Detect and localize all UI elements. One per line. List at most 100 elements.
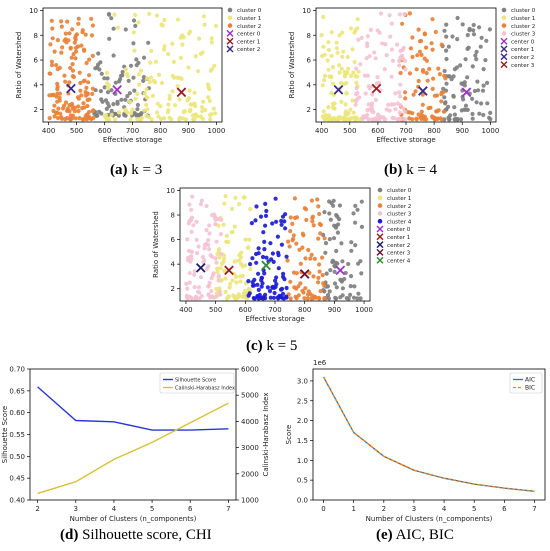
scatter-point-cluster-3	[219, 252, 224, 257]
scatter-point-cluster-3	[206, 247, 212, 252]
scatter-point-cluster-3	[388, 34, 393, 39]
scatter-point-cluster-0	[337, 217, 342, 222]
scatter-point-cluster-1	[144, 102, 149, 107]
scatter-point-cluster-1	[326, 40, 331, 45]
scatter-point-cluster-1	[142, 91, 147, 96]
scatter-point-cluster-3	[365, 108, 370, 113]
scatter-point-cluster-1	[155, 101, 160, 106]
scatter-point-cluster-2	[426, 106, 431, 111]
scatter-point-cluster-1	[228, 281, 233, 287]
scatter-point-cluster-3	[195, 251, 200, 256]
x-tick-label: 6	[188, 505, 193, 513]
scatter-point-cluster-0	[96, 51, 101, 56]
scatter-point-cluster-1	[162, 47, 167, 52]
scatter-point-cluster-2	[298, 261, 303, 266]
scatter-point-cluster-0	[337, 203, 342, 208]
scatter-point-cluster-1	[147, 11, 152, 16]
scatter-point-cluster-0	[349, 240, 354, 245]
scatter-point-cluster-4	[273, 196, 278, 201]
x-axis-label: Number of Clusters (n_components)	[70, 515, 197, 523]
scatter-point-cluster-2	[424, 45, 429, 50]
scatter-point-cluster-4	[258, 295, 263, 301]
scatter-point-cluster-0	[331, 203, 336, 208]
scatter-point-cluster-1	[337, 63, 342, 68]
scatter-point-cluster-2	[316, 275, 321, 280]
scatter-point-cluster-4	[268, 241, 273, 246]
legend-center-swatch	[500, 53, 508, 61]
legend-cluster-swatch	[377, 187, 383, 193]
scatter-point-cluster-3	[372, 50, 377, 55]
scatter-point-cluster-4	[276, 253, 281, 258]
scatter-point-cluster-0	[442, 68, 447, 74]
scatter-point-cluster-0	[454, 65, 459, 70]
scatter-point-cluster-1	[325, 58, 330, 63]
scatter-point-cluster-1	[190, 113, 195, 118]
scatter-point-cluster-1	[128, 117, 133, 122]
scatter-point-cluster-1	[129, 111, 134, 116]
scatter-point-cluster-0	[111, 26, 116, 31]
scatter-point-cluster-0	[134, 63, 139, 68]
scatter-point-cluster-2	[425, 78, 430, 83]
scatter-point-cluster-3	[206, 292, 211, 297]
scatter-chart-k5: 400 500 600 700 800 900 1000 2 4 6 8 10 Effective st…	[152, 187, 412, 323]
x-tick-label: 700	[399, 127, 412, 135]
scatter-point-cluster-3	[397, 90, 402, 95]
scatter-point-cluster-1	[155, 110, 160, 115]
scatter-point-cluster-1	[179, 76, 184, 81]
scatter-point-cluster-2	[70, 62, 75, 67]
scatter-point-cluster-1	[234, 280, 239, 285]
scatter-point-cluster-0	[131, 75, 136, 80]
scatter-point-cluster-2	[294, 215, 300, 220]
scatter-point-cluster-0	[97, 67, 102, 72]
scatter-point-cluster-2	[439, 117, 444, 122]
legend-cluster-label: cluster 0	[387, 188, 412, 194]
center-marker-0	[461, 87, 472, 98]
scatter-point-cluster-1	[343, 102, 348, 107]
scatter-point-cluster-2	[51, 108, 56, 114]
scatter-point-cluster-1	[239, 250, 244, 255]
legend-center-label: center 2	[511, 55, 534, 61]
scatter-point-cluster-1	[329, 75, 334, 80]
scatter-point-cluster-2	[62, 73, 67, 78]
scatter-point-cluster-0	[136, 113, 141, 118]
scatter-point-cluster-2	[288, 215, 293, 220]
scatter-point-cluster-4	[246, 279, 251, 284]
scatter-point-cluster-0	[346, 296, 351, 301]
scatter-point-cluster-1	[340, 30, 345, 35]
legend-center-swatch	[376, 241, 384, 249]
scatter-point-cluster-2	[427, 66, 432, 72]
scatter-point-cluster-4	[254, 204, 259, 209]
scatter-point-cluster-1	[166, 108, 171, 113]
scatter-point-cluster-2	[307, 291, 313, 296]
scatter-point-cluster-2	[57, 95, 62, 100]
scatter-point-cluster-1	[160, 23, 165, 28]
scatter-point-cluster-2	[405, 110, 411, 115]
scatter-point-cluster-2	[73, 45, 78, 50]
scatter-point-cluster-3	[196, 244, 201, 249]
scatter-point-cluster-2	[55, 67, 60, 72]
scatter-point-cluster-3	[383, 117, 388, 122]
scatter-point-cluster-0	[470, 96, 475, 101]
legend-center-swatch	[376, 225, 384, 233]
scatter-point-cluster-0	[485, 101, 490, 106]
scatter-point-cluster-3	[392, 102, 397, 107]
scatter-point-cluster-4	[249, 221, 254, 226]
series-line-0	[37, 386, 229, 431]
scatter-point-cluster-3	[198, 202, 203, 207]
scatter-point-cluster-1	[322, 117, 328, 122]
scatter-point-cluster-0	[328, 217, 333, 222]
scatter-point-cluster-4	[259, 284, 264, 289]
scatter-point-cluster-1	[319, 33, 324, 38]
scatter-point-cluster-1	[127, 99, 133, 105]
scatter-point-cluster-3	[208, 253, 213, 258]
scatter-point-cluster-4	[263, 213, 269, 218]
scatter-point-cluster-1	[342, 74, 347, 79]
legend-box	[159, 372, 235, 394]
scatter-point-cluster-0	[332, 263, 337, 268]
scatter-point-cluster-4	[268, 295, 273, 300]
scatter-point-cluster-2	[419, 109, 424, 114]
scatter-point-cluster-0	[120, 69, 125, 75]
scatter-point-cluster-2	[318, 289, 323, 294]
scatter-point-cluster-3	[354, 98, 359, 104]
y-axis-label: Ratio of Watershed	[15, 32, 23, 99]
